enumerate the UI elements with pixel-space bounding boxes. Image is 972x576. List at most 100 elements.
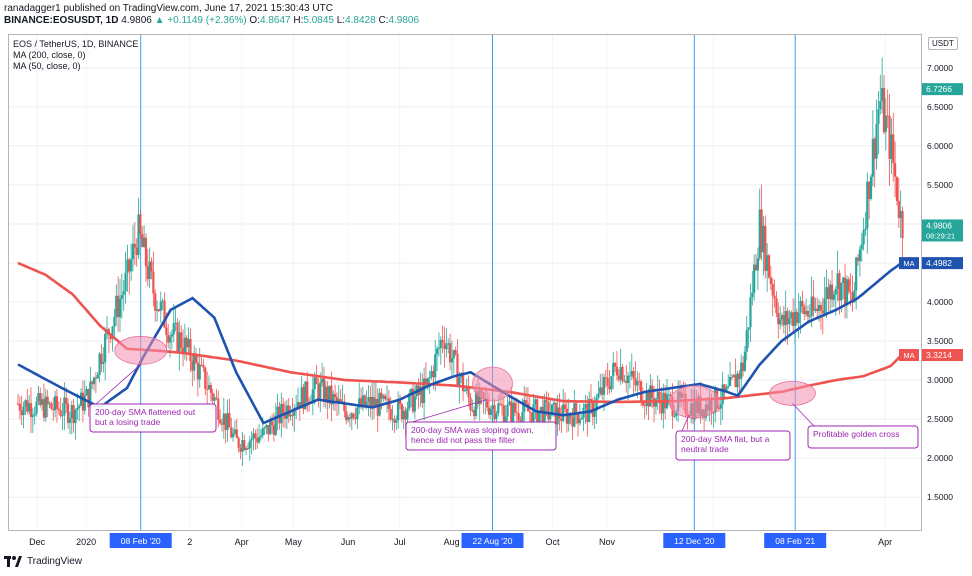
candle-body bbox=[842, 277, 845, 284]
candle-body bbox=[118, 298, 122, 318]
candle-body bbox=[337, 399, 340, 403]
candle-body bbox=[282, 403, 285, 415]
candle-body bbox=[233, 429, 237, 434]
candle-body bbox=[869, 176, 873, 199]
candle-body bbox=[816, 308, 819, 312]
annotation-text: neutral trade bbox=[681, 444, 729, 454]
candle-body bbox=[167, 335, 170, 343]
close-label: C: bbox=[378, 15, 389, 26]
open-label: O: bbox=[249, 15, 260, 26]
candle-body bbox=[769, 277, 772, 285]
candle-body bbox=[339, 399, 342, 403]
marker-date-tag bbox=[109, 533, 172, 548]
candle-body bbox=[111, 326, 114, 340]
publish-header: ranadagger1 published on TradingView.com… bbox=[4, 3, 419, 27]
candle-body bbox=[606, 377, 609, 386]
annotation-leader bbox=[95, 364, 141, 405]
candle-body bbox=[786, 310, 789, 325]
annotation-box bbox=[89, 403, 217, 433]
annotation-box bbox=[675, 430, 791, 461]
candle-body bbox=[241, 440, 244, 452]
y-tick-label: 2.0000 bbox=[927, 453, 953, 463]
candle-body bbox=[884, 115, 887, 133]
candle-body bbox=[894, 163, 897, 177]
candle-body bbox=[856, 257, 860, 261]
candle-body bbox=[792, 312, 795, 326]
candle-body bbox=[170, 334, 174, 337]
candle-body bbox=[741, 362, 745, 371]
candle-body bbox=[98, 353, 101, 375]
candle-body bbox=[595, 397, 598, 411]
candle-body bbox=[632, 371, 635, 379]
x-axis: Dec20202AprMayJunJulAugOctNov2021Apr08 F… bbox=[29, 533, 892, 548]
candle-body bbox=[443, 342, 446, 350]
candle-body bbox=[823, 298, 826, 314]
last-price: 4.9806 bbox=[121, 15, 152, 26]
candle-body bbox=[168, 336, 172, 343]
candle-body bbox=[513, 402, 517, 413]
annotation-text: Profitable golden cross bbox=[813, 429, 899, 439]
candle-body bbox=[367, 397, 370, 402]
candle-body bbox=[391, 418, 394, 420]
candle-body bbox=[65, 397, 68, 404]
candle-body bbox=[76, 407, 79, 411]
candle-body bbox=[675, 411, 678, 417]
candle-body bbox=[152, 271, 155, 294]
candle-body bbox=[350, 413, 353, 419]
candle-body bbox=[163, 300, 166, 328]
y-axis-bg bbox=[922, 34, 972, 532]
candle-body bbox=[725, 387, 728, 392]
candle-body bbox=[304, 381, 307, 410]
candle-body bbox=[649, 385, 652, 407]
chart-frame[interactable] bbox=[8, 34, 922, 531]
candle-body bbox=[843, 277, 847, 305]
candle-body bbox=[187, 339, 190, 348]
candle-body bbox=[499, 403, 502, 405]
candle-body bbox=[727, 386, 730, 388]
candle-body bbox=[126, 259, 129, 273]
candle-body bbox=[487, 407, 491, 415]
candle-body bbox=[408, 393, 411, 409]
candle-body bbox=[135, 247, 138, 256]
open-value: 4.8647 bbox=[259, 15, 291, 26]
price-tag-value: 4.9806 bbox=[926, 220, 952, 230]
candle-body bbox=[521, 411, 524, 424]
candle-body bbox=[141, 234, 144, 247]
candle-body bbox=[83, 395, 86, 411]
candle-body bbox=[580, 417, 583, 420]
price-tag bbox=[922, 83, 963, 96]
candle-body bbox=[745, 330, 748, 352]
candle-body bbox=[361, 395, 365, 407]
candle-body bbox=[298, 402, 301, 409]
candle-body bbox=[855, 257, 858, 291]
candle-body bbox=[219, 419, 222, 424]
candle-body bbox=[437, 348, 441, 349]
candle-body bbox=[512, 402, 515, 422]
ohlc-line: BINANCE:EOSUSDT, 1D 4.9806 ▲ +0.1149 (+2… bbox=[4, 15, 419, 27]
marker-date-tag bbox=[461, 533, 524, 548]
candle-body bbox=[220, 423, 224, 425]
candle-body bbox=[558, 407, 561, 419]
candle-body bbox=[853, 290, 856, 303]
currency-button[interactable]: USDT bbox=[928, 37, 958, 50]
candle-body bbox=[808, 316, 811, 318]
candle-body bbox=[155, 309, 159, 311]
candle-body bbox=[59, 410, 62, 417]
candle-body bbox=[430, 370, 433, 377]
candle-body bbox=[439, 339, 442, 349]
candle-body bbox=[669, 394, 672, 397]
candle-body bbox=[328, 385, 331, 404]
candle-body bbox=[552, 402, 556, 405]
candle-body bbox=[20, 410, 23, 416]
candle-body bbox=[773, 295, 776, 299]
candle-body bbox=[358, 398, 361, 408]
candle-body bbox=[385, 398, 389, 400]
candle-body bbox=[404, 410, 407, 420]
y-tick-label: 3.0000 bbox=[927, 375, 953, 385]
candle-body bbox=[261, 428, 264, 436]
candle-body bbox=[42, 399, 46, 418]
candle-body bbox=[122, 291, 125, 296]
candle-body bbox=[317, 384, 320, 399]
candle-body bbox=[26, 400, 29, 412]
